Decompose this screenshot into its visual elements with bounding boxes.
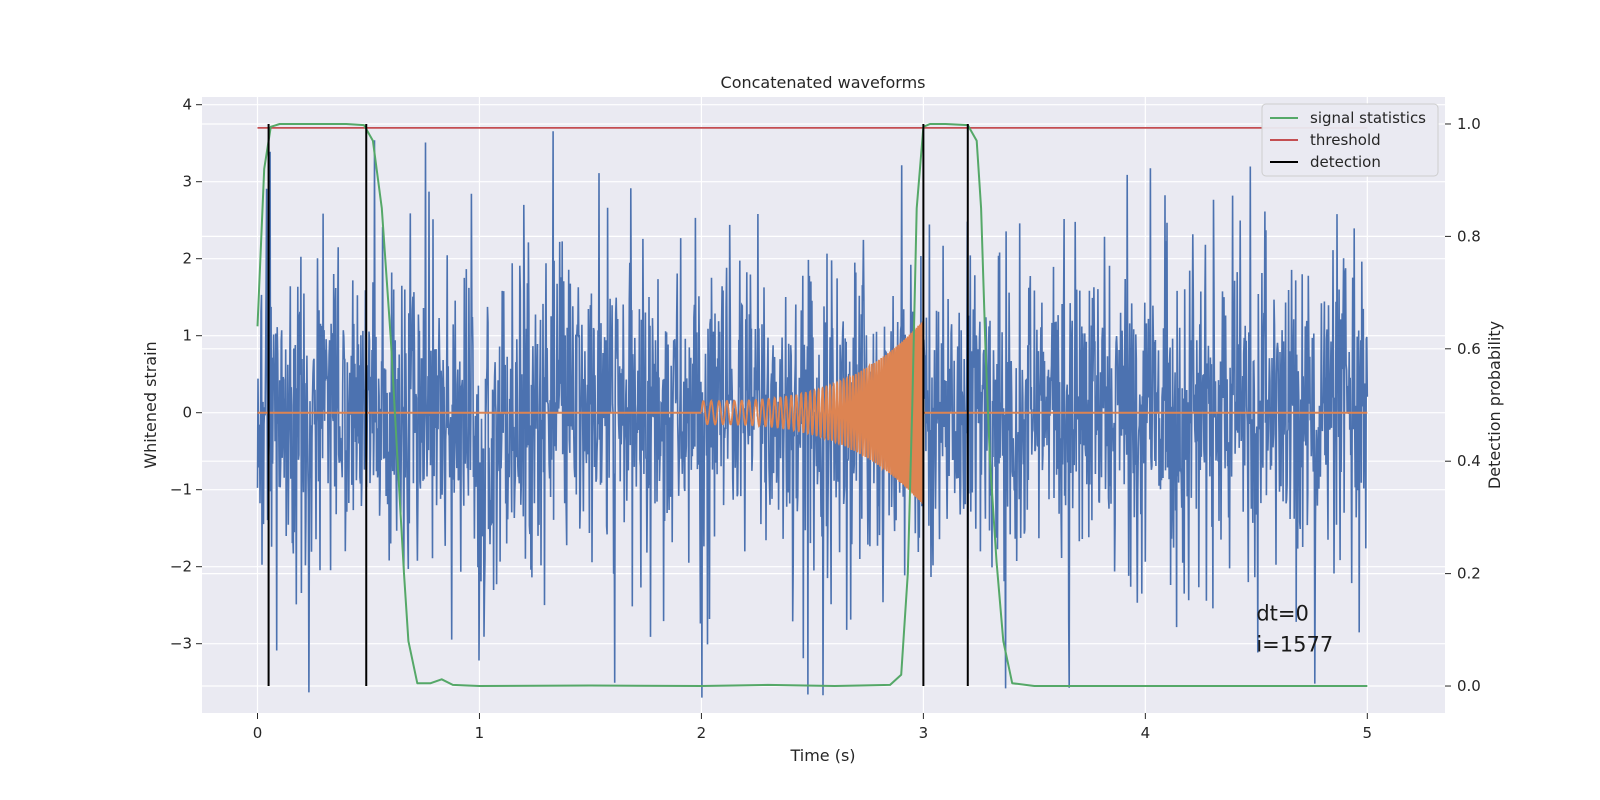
y2-tick-label: 0.8 [1457,227,1481,245]
x-tick-label: 3 [919,724,929,742]
annotations: dt=0 i=1577 [1256,602,1333,657]
x-axis-label: Time (s) [789,746,855,765]
y-tick-label: 0 [182,404,192,422]
x-tick-label: 1 [475,724,485,742]
chirp-series [257,320,1368,504]
y-tick-label: −3 [170,635,192,653]
legend-box [1261,103,1439,177]
y-tick-label: 3 [182,173,192,191]
annotation-text: dt=0 [1256,602,1309,626]
x-tick-label: 0 [253,724,263,742]
x-tick-label: 5 [1363,724,1373,742]
y-axis-label: Whitened strain [141,341,160,468]
y2-axis-label: Detection probability [1485,321,1504,489]
y-tick-label: 1 [182,327,192,345]
right-axis-series [256,123,1368,687]
y2-tick-label: 0.0 [1457,677,1481,695]
y-tick-label: 4 [182,96,192,114]
legend-entry: threshold [1310,131,1381,149]
y2-tick-label: 0.2 [1457,565,1481,583]
noise-series [256,131,1369,698]
legend-entry: detection [1310,153,1381,171]
x-tick-label: 2 [697,724,707,742]
legend-entry: signal statistics [1310,109,1426,127]
y-tick-label: 2 [182,250,192,268]
annotation-text: i=1577 [1256,632,1333,656]
y2-tick-label: 1.0 [1457,115,1481,133]
chart-title: Concatenated waveforms [721,73,926,92]
ticks: 0 1 2 3 4 5 −3 −2 −1 0 1 2 3 4 0.0 0.2 0.4 0.6 0.8 1.0 [170,96,1481,742]
y2-tick-label: 0.4 [1457,452,1481,470]
noise-line [256,131,1369,698]
y-tick-label: −2 [170,558,192,576]
x-tick-label: 4 [1141,724,1151,742]
y-tick-label: −1 [170,481,192,499]
legend: signal statistics threshold detection [1261,103,1439,177]
injected-chirp-line [700,320,925,504]
y2-tick-label: 0.6 [1457,340,1481,358]
